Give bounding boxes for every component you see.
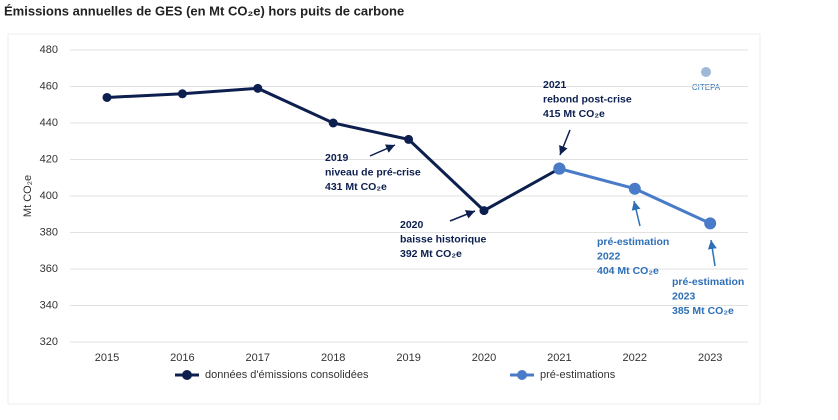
- annotation-text: 404 Mt CO₂e: [597, 265, 659, 277]
- x-tick-label: 2015: [95, 352, 119, 364]
- x-tick-label: 2017: [246, 352, 270, 364]
- annotation-text: pré-estimation: [597, 236, 669, 248]
- point: [328, 118, 338, 128]
- point: [479, 206, 489, 216]
- annotation-text: pré-estimation: [672, 276, 744, 288]
- point: [253, 83, 263, 93]
- x-tick-label: 2022: [623, 352, 647, 364]
- x-tick-label: 2023: [698, 352, 722, 364]
- x-tick-label: 2019: [396, 352, 420, 364]
- legend-label: données d'émissions consolidées: [205, 369, 369, 381]
- annotation-arrow: [631, 200, 641, 227]
- point: [177, 89, 187, 99]
- chart-title: Émissions annuelles de GES (en Mt CO₂e) …: [4, 3, 404, 18]
- legend-label: pré-estimations: [540, 369, 616, 381]
- logo-text: CITEPA: [692, 83, 721, 92]
- logo-icon: [701, 67, 711, 77]
- logo: CITEPA: [692, 67, 721, 92]
- y-tick-label: 360: [40, 263, 58, 275]
- point: [628, 182, 641, 195]
- x-tick-label: 2016: [170, 352, 194, 364]
- legend-marker: [182, 370, 192, 380]
- chart-panel: [7, 33, 761, 405]
- annotation-arrow: [559, 129, 571, 156]
- annotation-arrow: [369, 144, 396, 157]
- y-tick-label: 440: [40, 117, 58, 129]
- point: [704, 217, 717, 230]
- y-tick-label: 420: [40, 153, 58, 165]
- legend-marker: [517, 370, 527, 380]
- annotation-text: 2020: [400, 219, 424, 231]
- annotation-text: 385 Mt CO₂e: [672, 305, 734, 317]
- annotation-text: rebond post-crise: [543, 93, 632, 105]
- y-tick-label: 460: [40, 80, 58, 92]
- annotation-text: baisse historique: [400, 233, 487, 245]
- annotation-arrow: [707, 239, 717, 267]
- point: [553, 162, 566, 175]
- y-tick-label: 400: [40, 190, 58, 202]
- x-tick-label: 2018: [321, 352, 345, 364]
- y-tick-label: 320: [40, 336, 58, 348]
- x-tick-label: 2021: [547, 352, 571, 364]
- annotation-arrow: [449, 210, 476, 222]
- annotation-text: 415 Mt CO₂e: [543, 108, 605, 120]
- y-tick-label: 480: [40, 44, 58, 56]
- annotation-text: niveau de pré-crise: [325, 166, 421, 178]
- annotation-text: 2022: [597, 250, 621, 262]
- y-tick-label: 340: [40, 299, 58, 311]
- y-axis-label: Mt CO₂e: [22, 175, 34, 217]
- annotation-text: 431 Mt CO₂e: [325, 181, 387, 193]
- annotation-text: 2023: [672, 290, 696, 302]
- x-tick-label: 2020: [472, 352, 496, 364]
- annotation-text: 2021: [543, 79, 567, 91]
- annotation-text: 2019: [325, 152, 349, 164]
- point: [404, 134, 414, 144]
- annotation-text: 392 Mt CO₂e: [400, 248, 462, 260]
- y-tick-label: 380: [40, 226, 58, 238]
- point: [102, 92, 112, 102]
